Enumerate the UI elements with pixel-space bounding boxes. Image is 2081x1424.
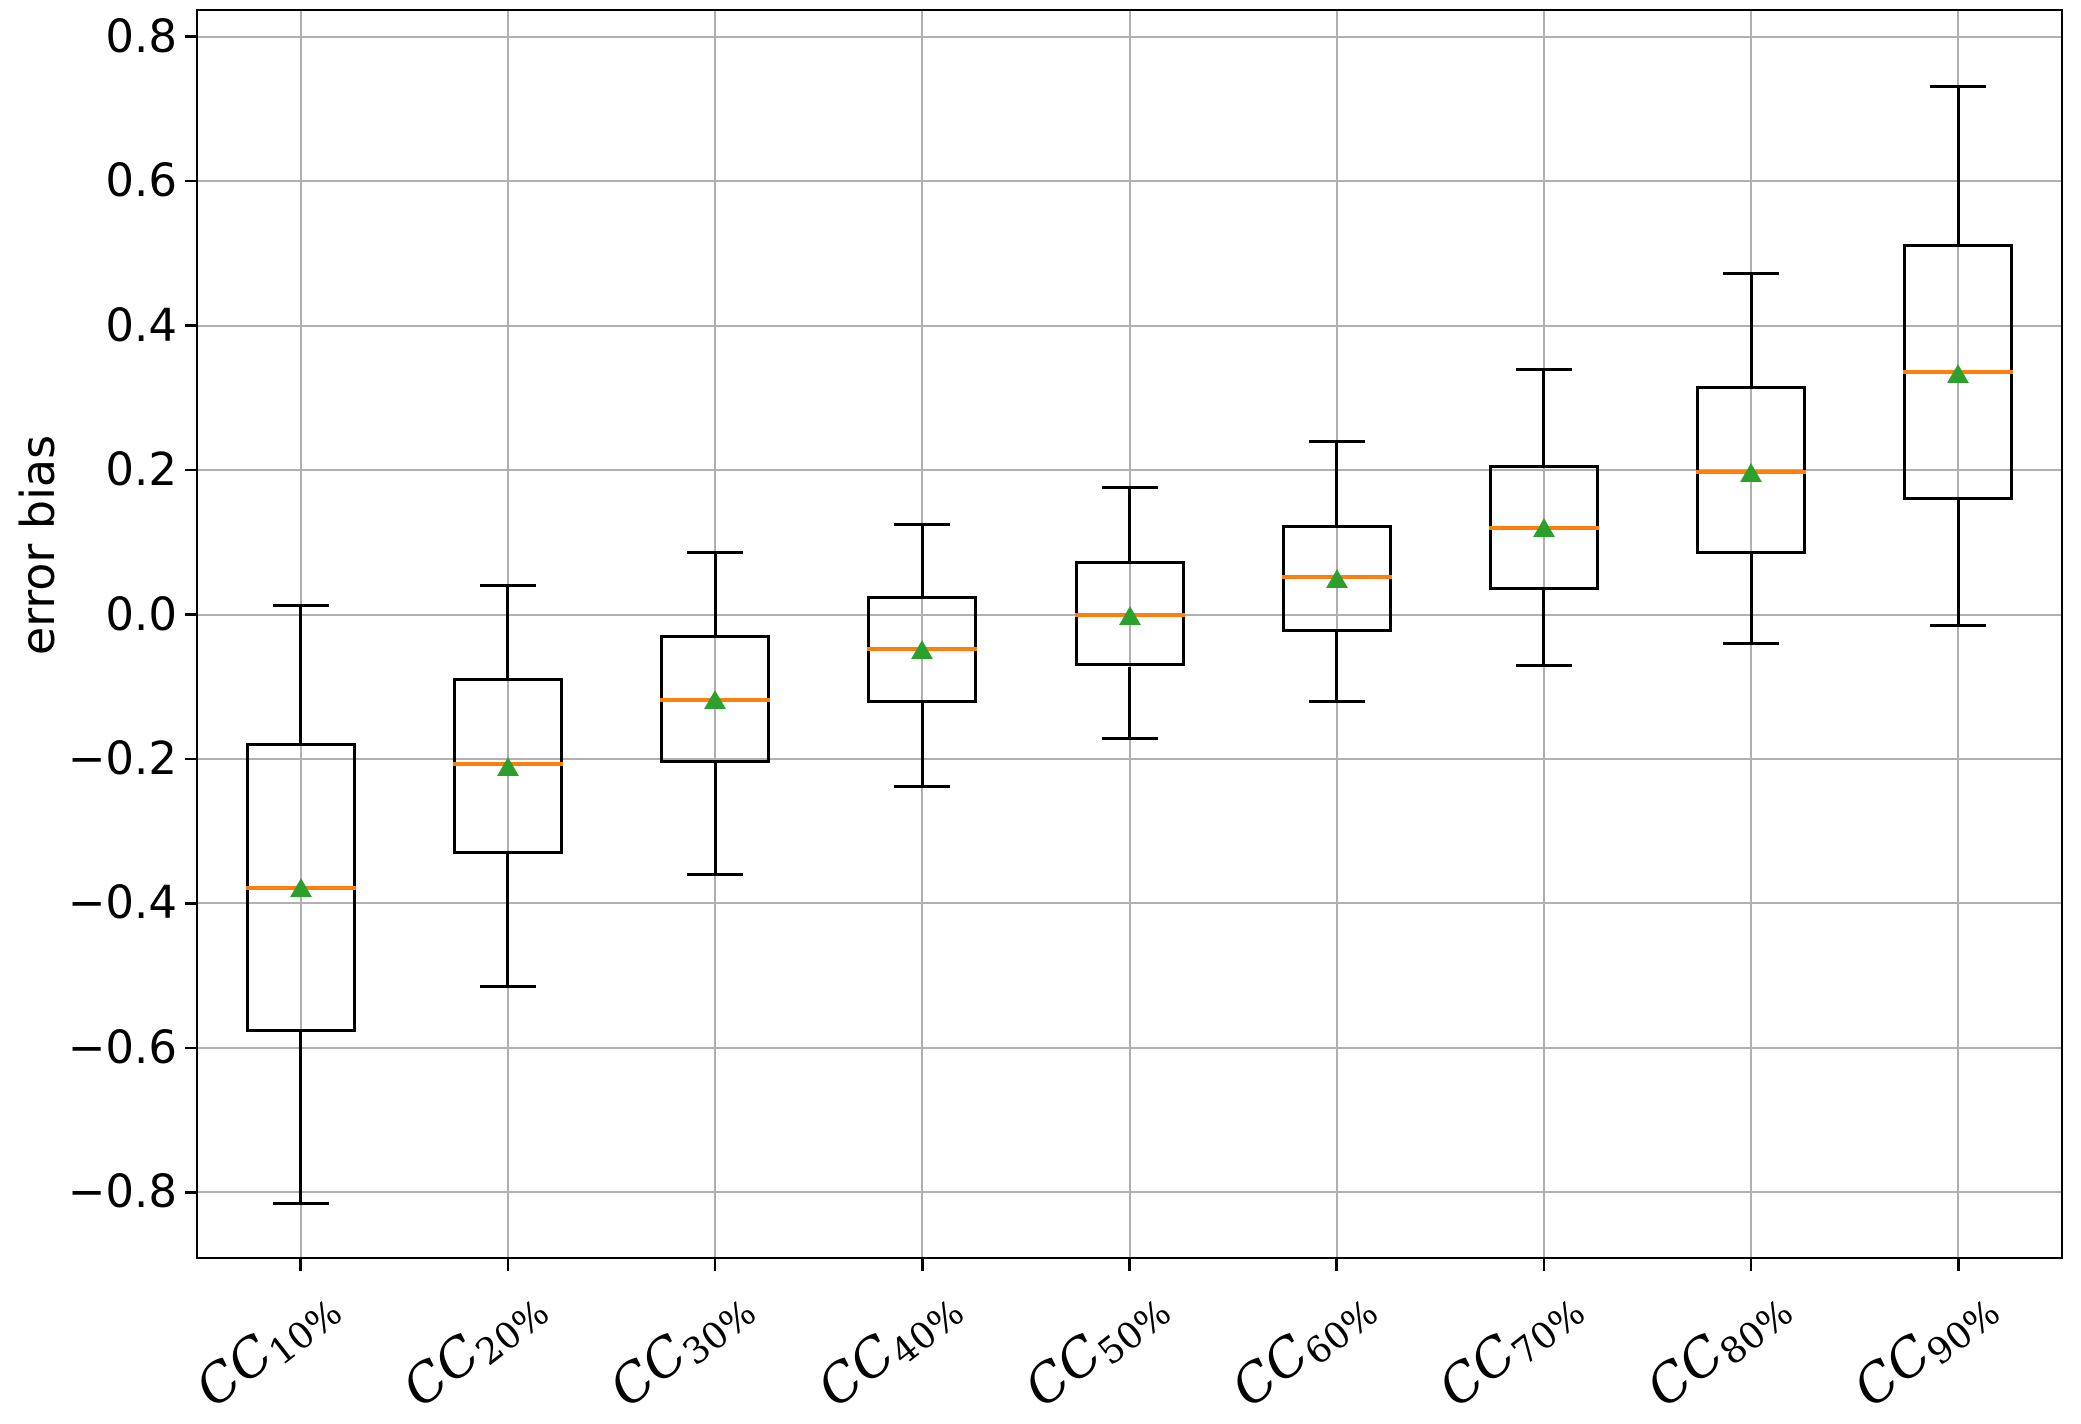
whisker-cap-top [479,584,536,588]
whisker-lower [1956,500,1960,626]
whisker-cap-bottom [272,1201,329,1205]
y-tick-label: −0.8 [67,1165,177,1219]
x-tick-mark [1335,1259,1338,1272]
box-rect [452,678,563,855]
whisker-cap-bottom [1308,699,1365,703]
y-tick-mark [185,613,197,616]
x-tick-label: CC10% [185,1274,350,1419]
y-tick-mark [185,902,197,905]
x-tick-label: CC20% [392,1274,557,1419]
y-tick-mark [185,757,197,761]
whisker-lower [1542,589,1546,666]
mean-marker [1118,606,1141,626]
left-spine [195,8,199,1260]
mean-marker [704,690,727,710]
whisker-upper [299,605,303,744]
mean-marker [1740,463,1763,483]
whisker-upper [1335,441,1339,525]
whisker-lower [713,763,717,875]
whisker-cap-bottom [1723,641,1780,645]
whisker-lower [1749,553,1753,644]
whisker-cap-bottom [479,984,536,988]
top-spine [195,8,2064,12]
whisker-upper [713,552,717,635]
whisker-cap-bottom [1930,623,1987,627]
whisker-cap-bottom [1515,663,1572,667]
mean-marker [1325,568,1348,588]
whisker-cap-bottom [1101,737,1158,741]
whisker-lower [1128,666,1131,739]
whisker-upper [1542,369,1546,465]
x-tick-label: CC30% [599,1274,764,1419]
y-tick-label: 0.0 [105,587,177,641]
v-gridline [1128,10,1131,1258]
x-tick-mark [506,1259,510,1272]
whisker-lower [920,703,924,787]
x-tick-mark [1128,1259,1131,1272]
y-tick-mark [185,35,197,38]
whisker-upper [1749,273,1753,387]
x-tick-mark [1542,1259,1546,1272]
whisker-cap-top [687,550,744,554]
y-tick-mark [185,1046,197,1050]
whisker-cap-top [1101,485,1158,489]
y-tick-label: −0.2 [67,731,177,785]
whisker-lower [1335,631,1339,702]
whisker-lower [299,1031,303,1204]
x-tick-label: CC50% [1014,1274,1179,1419]
x-tick-mark [299,1259,302,1272]
bottom-spine [195,1256,2064,1260]
y-tick-label: 0.8 [105,9,177,63]
x-tick-mark [1749,1259,1753,1272]
whisker-cap-top [894,522,951,526]
x-tick-mark [921,1259,924,1272]
whisker-cap-top [1930,85,1987,89]
whisker-cap-top [1723,272,1780,276]
mean-marker [496,756,519,776]
x-tick-label: CC80% [1635,1274,1800,1419]
x-tick-label: CC60% [1221,1274,1386,1419]
mean-marker [1947,363,1970,383]
y-tick-label: 0.2 [105,443,177,497]
v-gridline [1957,10,1960,1258]
y-tick-mark [185,324,197,327]
y-tick-label: −0.4 [67,876,177,930]
y-tick-label: −0.6 [67,1020,177,1074]
whisker-cap-top [1308,440,1365,444]
whisker-upper [506,585,510,679]
mean-marker [289,878,312,897]
y-tick-mark [185,468,197,472]
x-tick-label: CC40% [807,1274,972,1419]
y-tick-label: 0.4 [105,298,177,352]
whisker-cap-bottom [687,873,744,876]
x-tick-label: CC90% [1843,1274,2008,1419]
box-rect [1696,386,1807,554]
mean-marker [911,639,934,659]
y-axis-title: error bias [11,434,65,656]
x-tick-mark [1957,1259,1960,1272]
y-tick-label: 0.6 [105,154,177,208]
whisker-lower [506,854,510,987]
right-spine [2060,8,2064,1260]
whisker-cap-top [1515,368,1572,372]
whisker-upper [1128,487,1131,562]
whisker-upper [1956,86,1960,244]
y-tick-mark [185,1191,197,1194]
whisker-upper [920,524,924,596]
mean-marker [1532,518,1555,538]
x-tick-label: CC70% [1428,1274,1593,1419]
v-gridline [921,10,924,1258]
y-tick-mark [185,179,197,183]
whisker-cap-bottom [894,784,951,788]
x-tick-mark [713,1259,717,1272]
whisker-cap-top [272,604,329,608]
